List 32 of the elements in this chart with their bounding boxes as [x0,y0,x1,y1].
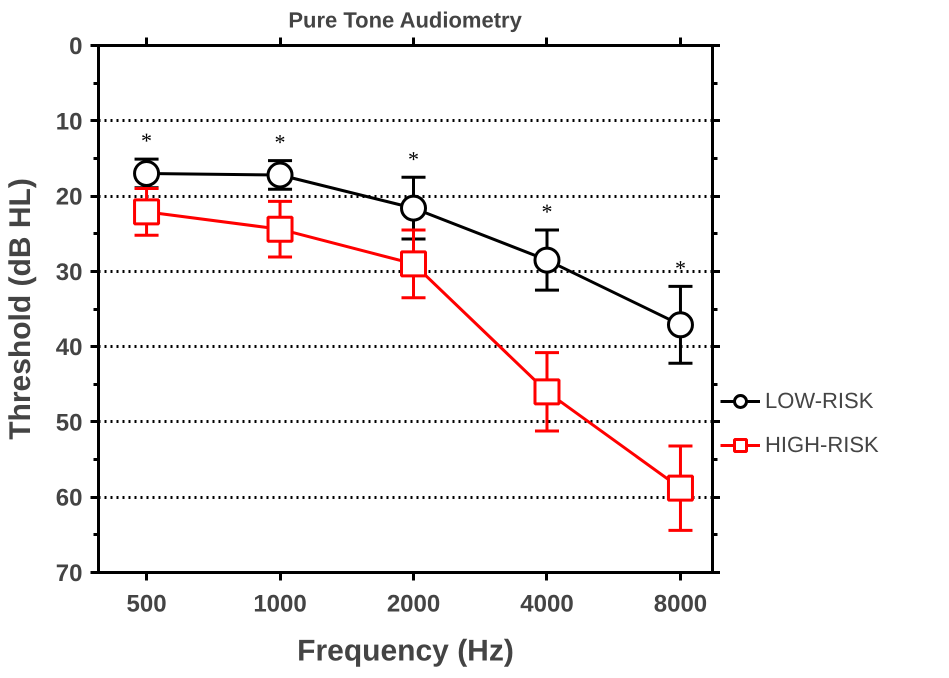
annotation: * [674,255,686,280]
x-tick-label: 4000 [520,590,574,618]
x-tick-label: 500 [126,590,167,618]
point [666,311,694,338]
x-tick-label: 8000 [654,590,708,618]
annotation: * [408,146,420,172]
y-tick-label: 0 [69,33,83,60]
legend-label: LOW-RISK [765,388,874,414]
annotation: * [274,130,286,155]
legend-label: HIGH-RISK [765,432,879,458]
y-tick-label: 20 [56,184,83,211]
y-tick-label: 40 [56,334,83,362]
y-tick-label: 10 [56,108,83,136]
y-tick-label: 50 [56,409,83,436]
point [666,474,694,502]
chart-title: Pure Tone Audiometry [288,8,523,32]
point [266,216,294,243]
point [400,194,428,222]
x-tick-label: 2000 [386,590,440,618]
y-tick-label: 70 [56,560,83,587]
y-axis-title: Threshold (dB HL) [4,178,37,440]
x-tick-label: 1000 [253,590,307,618]
annotation: * [541,198,552,224]
point [133,198,160,226]
y-tick-label: 60 [56,484,83,512]
y-tick-label: 30 [56,258,83,286]
x-axis-title: Frequency (Hz) [297,634,514,668]
point [533,378,560,406]
annotation: * [141,128,152,154]
point [400,250,428,278]
point [533,246,560,274]
point [133,160,160,187]
